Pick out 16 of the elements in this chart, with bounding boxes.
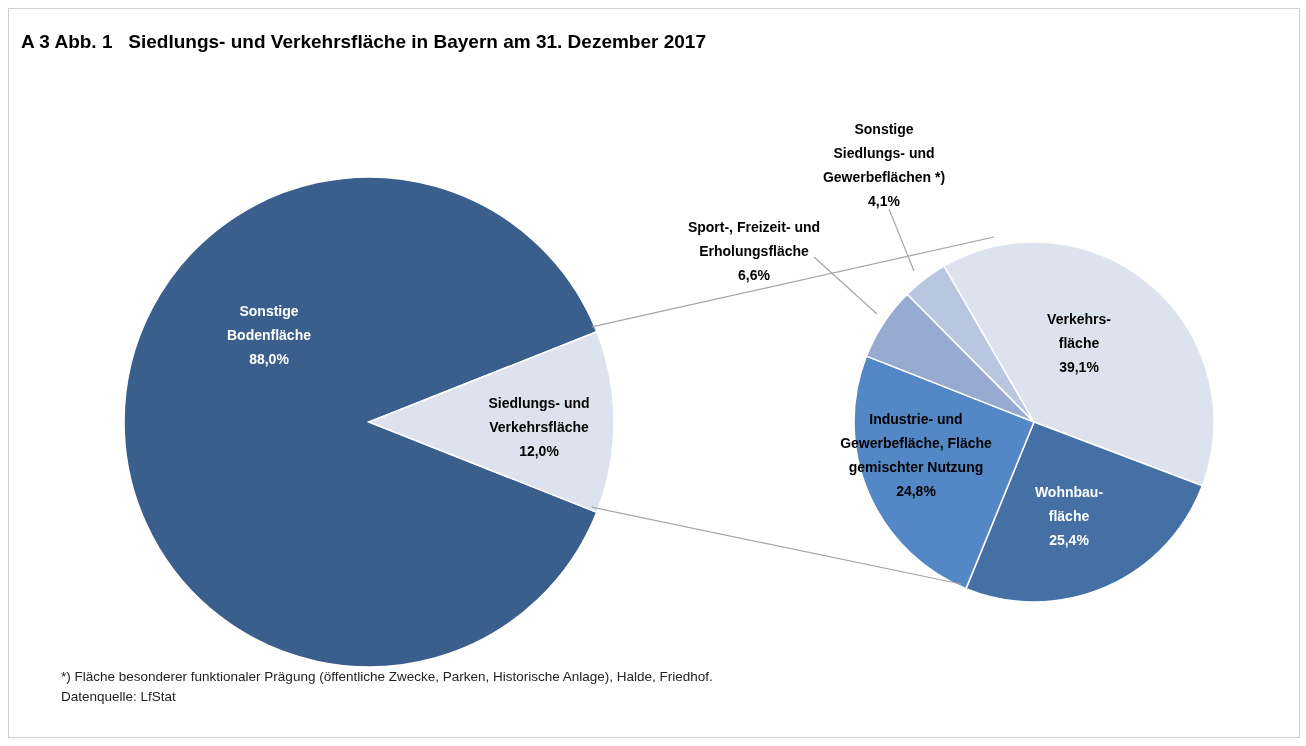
slice-label: Sonstige Bodenfläche (226, 303, 312, 343)
text: Datenquelle: LfStat (61, 688, 177, 706)
slice-label: Sonstige Siedlungs- und Gewerbeflächen *) (822, 121, 946, 185)
slice-label: Sport-, Freizeit- und Erholungsfläche (687, 219, 821, 259)
data-label: 39,1% (1059, 359, 1100, 375)
data-label: 6,6% (738, 267, 771, 283)
data-label: 24,8% (896, 483, 937, 499)
data-label: 4,1% (868, 193, 901, 209)
data-label: 25,4% (1049, 532, 1090, 548)
slice-label: Siedlungs- und Verkehrsfläche (488, 395, 590, 435)
text: *) Fläche besonderer funktionaler Prägung (öffentliche Zwecke, Parken, Historische Anlage), Halde, Friedhof. (61, 668, 713, 686)
data-label: 88,0% (249, 351, 290, 367)
slice-label: Wohnbau- fläche (1034, 484, 1104, 524)
chart-title: A 3 Abb. 1 Siedlungs- und Verkehrsfläche in Bayern am 31. Dezember 2017 (21, 31, 706, 53)
slice-label: Verkehrs- fläche (1047, 311, 1112, 351)
data-label: 12,0% (519, 443, 560, 459)
